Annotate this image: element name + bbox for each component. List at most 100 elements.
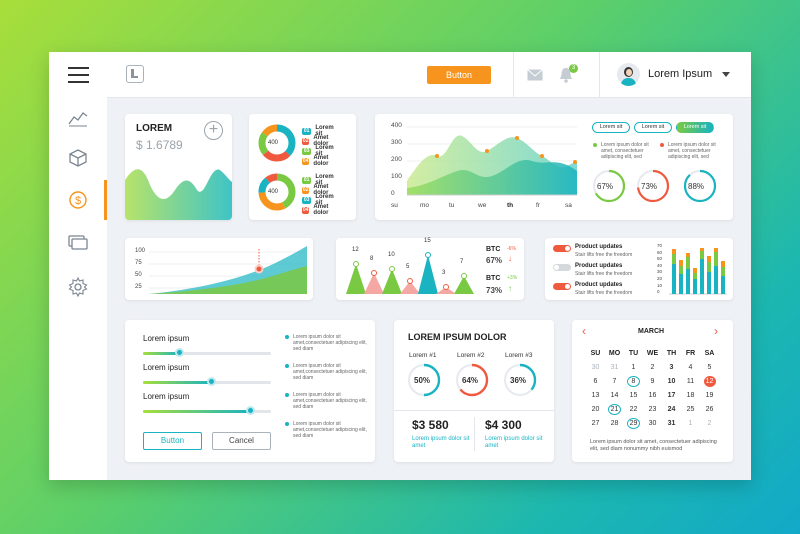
calendar-day[interactable]: 10 [667, 378, 676, 385]
calendar-day[interactable]: 11 [686, 378, 695, 385]
calendar-days: 30 31 1 2 3 4 5 6 7 8 9 10 11 12 13 14 15 16 17 18 19 20 21 22 2… [586, 362, 719, 429]
bar-segment [693, 279, 697, 294]
bar-segment [679, 266, 683, 274]
mail-icon[interactable] [527, 69, 543, 81]
slider-track-1[interactable] [143, 352, 271, 355]
cards-icon[interactable] [68, 232, 88, 252]
calendar-day[interactable]: 14 [610, 392, 619, 399]
filter-pill[interactable]: Lorem sit [676, 122, 714, 133]
calendar-day[interactable]: 26 [705, 406, 714, 413]
cancel-button[interactable]: Cancel [212, 432, 271, 450]
calendar-day[interactable]: 6 [593, 378, 598, 385]
weekly-area-chart [407, 126, 577, 196]
avatar[interactable] [617, 63, 640, 86]
legend-item: 03 Lorem sit [302, 145, 336, 157]
calendar-day[interactable]: 2 [707, 420, 712, 427]
note-item: Lorem ipsum dolor sit amet,consectetuer … [285, 363, 367, 381]
calendar-day[interactable]: 31 [610, 364, 619, 371]
calendar-day[interactable]: 12 [703, 376, 716, 387]
add-button[interactable]: + [204, 121, 223, 140]
calendar-day[interactable]: 30 [648, 420, 657, 427]
calendar-day[interactable]: 2 [650, 364, 655, 371]
user-name[interactable]: Lorem Ipsum [648, 68, 713, 80]
calendar-day[interactable]: 17 [667, 392, 676, 399]
bar-segment [721, 261, 725, 267]
calendar-day[interactable]: 18 [686, 392, 695, 399]
calendar-day[interactable]: 23 [648, 406, 657, 413]
slider-handle-1[interactable] [175, 348, 184, 357]
primary-button[interactable]: Button [143, 432, 202, 450]
calendar-day[interactable]: 22 [629, 406, 638, 413]
calendar-day[interactable]: 7 [612, 378, 617, 385]
bar-segment [721, 267, 725, 276]
menu-icon[interactable] [68, 67, 89, 83]
dashboard-window: $ Button 3 Lorem Ipsum LOREM $ 1.6789 + [49, 52, 751, 480]
calendar-day[interactable]: 1 [688, 420, 693, 427]
calendar-day[interactable]: 15 [629, 392, 638, 399]
legend-number: 01 [302, 127, 312, 135]
toggle-switch[interactable] [553, 245, 571, 252]
calendar-day[interactable]: 29 [627, 418, 640, 429]
calendar-day[interactable]: 9 [650, 378, 655, 385]
peak-label: 5 [406, 264, 410, 270]
legend-item: 01 Lorem sit [302, 125, 336, 137]
dollar-icon[interactable]: $ [68, 190, 88, 210]
stat-ring [407, 363, 441, 397]
chevron-down-icon[interactable] [722, 72, 730, 77]
calendar-day[interactable]: 3 [669, 364, 674, 371]
calendar-day[interactable]: 27 [591, 420, 600, 427]
calendar-day[interactable]: 30 [591, 364, 600, 371]
x-tick: tu [449, 202, 455, 209]
weekday: TH [666, 350, 677, 357]
peak-label: 7 [460, 259, 464, 265]
bar-segment [686, 269, 690, 294]
calendar-day[interactable]: 4 [688, 364, 693, 371]
filter-pill[interactable]: Lorem sit [634, 122, 672, 133]
calendar-day[interactable]: 20 [591, 406, 600, 413]
calendar-day[interactable]: 5 [707, 364, 712, 371]
chart-line-icon[interactable] [68, 108, 88, 128]
note-item: Lorem ipsum dolor sit amet,consectetuer … [285, 421, 367, 439]
slider-fill-2 [143, 381, 212, 384]
bullet-dot [285, 422, 289, 426]
note-text: Lorem ipsum dolor sit amet,consectetuer … [293, 334, 367, 352]
legend-label: Amet dolor [313, 155, 329, 167]
calendar-day[interactable]: 31 [667, 420, 676, 427]
header-button[interactable]: Button [427, 66, 491, 84]
calendar-day[interactable]: 25 [686, 406, 695, 413]
calendar-day[interactable]: 16 [648, 392, 657, 399]
calendar-day[interactable]: 13 [591, 392, 600, 399]
chevron-right-icon[interactable]: › [714, 324, 718, 338]
legend-item: 01 Lorem sit [302, 174, 336, 186]
bar-segment [686, 253, 690, 257]
calendar-day[interactable]: 19 [705, 392, 714, 399]
btc-value-2: 73% [486, 286, 503, 295]
arrow-down-icon: ↓ [508, 254, 512, 263]
calendar-day[interactable]: 24 [667, 406, 676, 413]
slider-handle-3[interactable] [246, 406, 255, 415]
gear-icon[interactable] [68, 277, 88, 297]
slider-handle-2[interactable] [207, 377, 216, 386]
legend-item: 03 Lorem sit [302, 194, 336, 206]
gauge-1-label: 67% [597, 182, 614, 191]
toggle-switch[interactable] [553, 283, 571, 290]
gauge-3 [683, 169, 717, 203]
svg-text:$: $ [75, 195, 81, 207]
btc-label-2: BTC [486, 275, 501, 282]
toggle-switch[interactable] [553, 264, 571, 271]
calendar-day[interactable]: 1 [631, 364, 636, 371]
bar-segment [714, 248, 718, 252]
bar-segment [714, 266, 718, 294]
weekday-headers: SU MO TU WE TH FR SA [586, 348, 719, 359]
chevron-left-icon[interactable]: ‹ [582, 324, 586, 338]
bar-segment [679, 260, 683, 266]
calendar-day[interactable]: 21 [608, 404, 621, 415]
cube-icon[interactable] [68, 148, 88, 168]
peak-label: 8 [370, 256, 374, 262]
bullet-dot [285, 335, 289, 339]
stat-value: 50% [414, 376, 431, 385]
note-right: Lorem ipsum dolor sit amet, consectetuer… [660, 142, 720, 160]
calendar-day[interactable]: 8 [627, 376, 640, 387]
filter-pill[interactable]: Lorem sit [592, 122, 630, 133]
calendar-day[interactable]: 28 [610, 420, 619, 427]
